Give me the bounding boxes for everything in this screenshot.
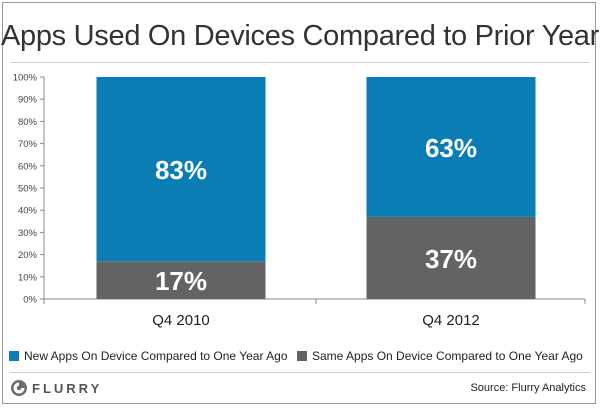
flurry-logo-text: FLURRY (32, 380, 103, 396)
bar-data-label: 37% (425, 244, 477, 274)
bar-segment (366, 77, 536, 217)
title-divider (10, 62, 590, 63)
bar-data-label: 63% (425, 133, 477, 163)
legend-label-same-apps: Same Apps On Device Compared to One Year… (312, 349, 583, 363)
bar-data-label: 17% (155, 266, 207, 296)
stacked-bar-chart: 0% 10% 20% 30% 40% 50% 60% 70% 80% 90% 100% 17% 83% Q… (13, 73, 586, 329)
y-tick-label: 80% (18, 117, 38, 128)
legend-swatch-new-apps (9, 351, 19, 361)
y-tick-label: 0% (23, 295, 37, 306)
x-tick-label: Q4 2012 (422, 312, 480, 329)
source-note: Source: Flurry Analytics (470, 382, 586, 394)
y-tick-label: 40% (18, 206, 38, 217)
y-tick-label: 10% (18, 272, 38, 283)
legend-swatch-same-apps (297, 351, 307, 361)
x-tick-label: Q4 2010 (152, 312, 210, 329)
y-tick-label: 90% (18, 95, 38, 106)
chart-title: Apps Used On Devices Compared to Prior Y… (0, 20, 599, 52)
y-tick-label: 20% (18, 250, 38, 261)
legend-item-same-apps: Same Apps On Device Compared to One Year… (297, 349, 583, 363)
y-tick-label: 70% (18, 139, 38, 150)
flurry-logo-icon (11, 380, 27, 396)
bar-segment (366, 216, 536, 299)
legend: New Apps On Device Compared to One Year … (0, 340, 600, 370)
bar-segment (96, 77, 266, 262)
footer: FLURRY Source: Flurry Analytics (0, 374, 600, 404)
y-tick-label: 30% (18, 228, 38, 239)
y-tick-label: 60% (18, 161, 38, 172)
legend-item-new-apps: New Apps On Device Compared to One Year … (9, 349, 288, 363)
bar-segment (96, 261, 266, 299)
y-tick-label: 50% (18, 184, 38, 195)
flurry-logo: FLURRY (10, 379, 102, 397)
legend-label-new-apps: New Apps On Device Compared to One Year … (24, 349, 288, 363)
bar-data-label: 83% (155, 155, 207, 185)
legend-divider (10, 372, 590, 373)
y-tick-label: 100% (13, 73, 38, 84)
